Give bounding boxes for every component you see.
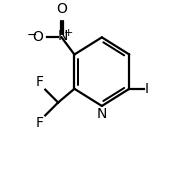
Text: F: F xyxy=(36,116,44,130)
Text: N: N xyxy=(57,30,68,43)
Text: −: − xyxy=(26,29,37,42)
Text: O: O xyxy=(32,30,43,44)
Text: I: I xyxy=(145,82,149,96)
Text: F: F xyxy=(36,75,44,89)
Text: O: O xyxy=(56,2,67,16)
Text: +: + xyxy=(64,28,73,38)
Text: N: N xyxy=(97,107,107,121)
